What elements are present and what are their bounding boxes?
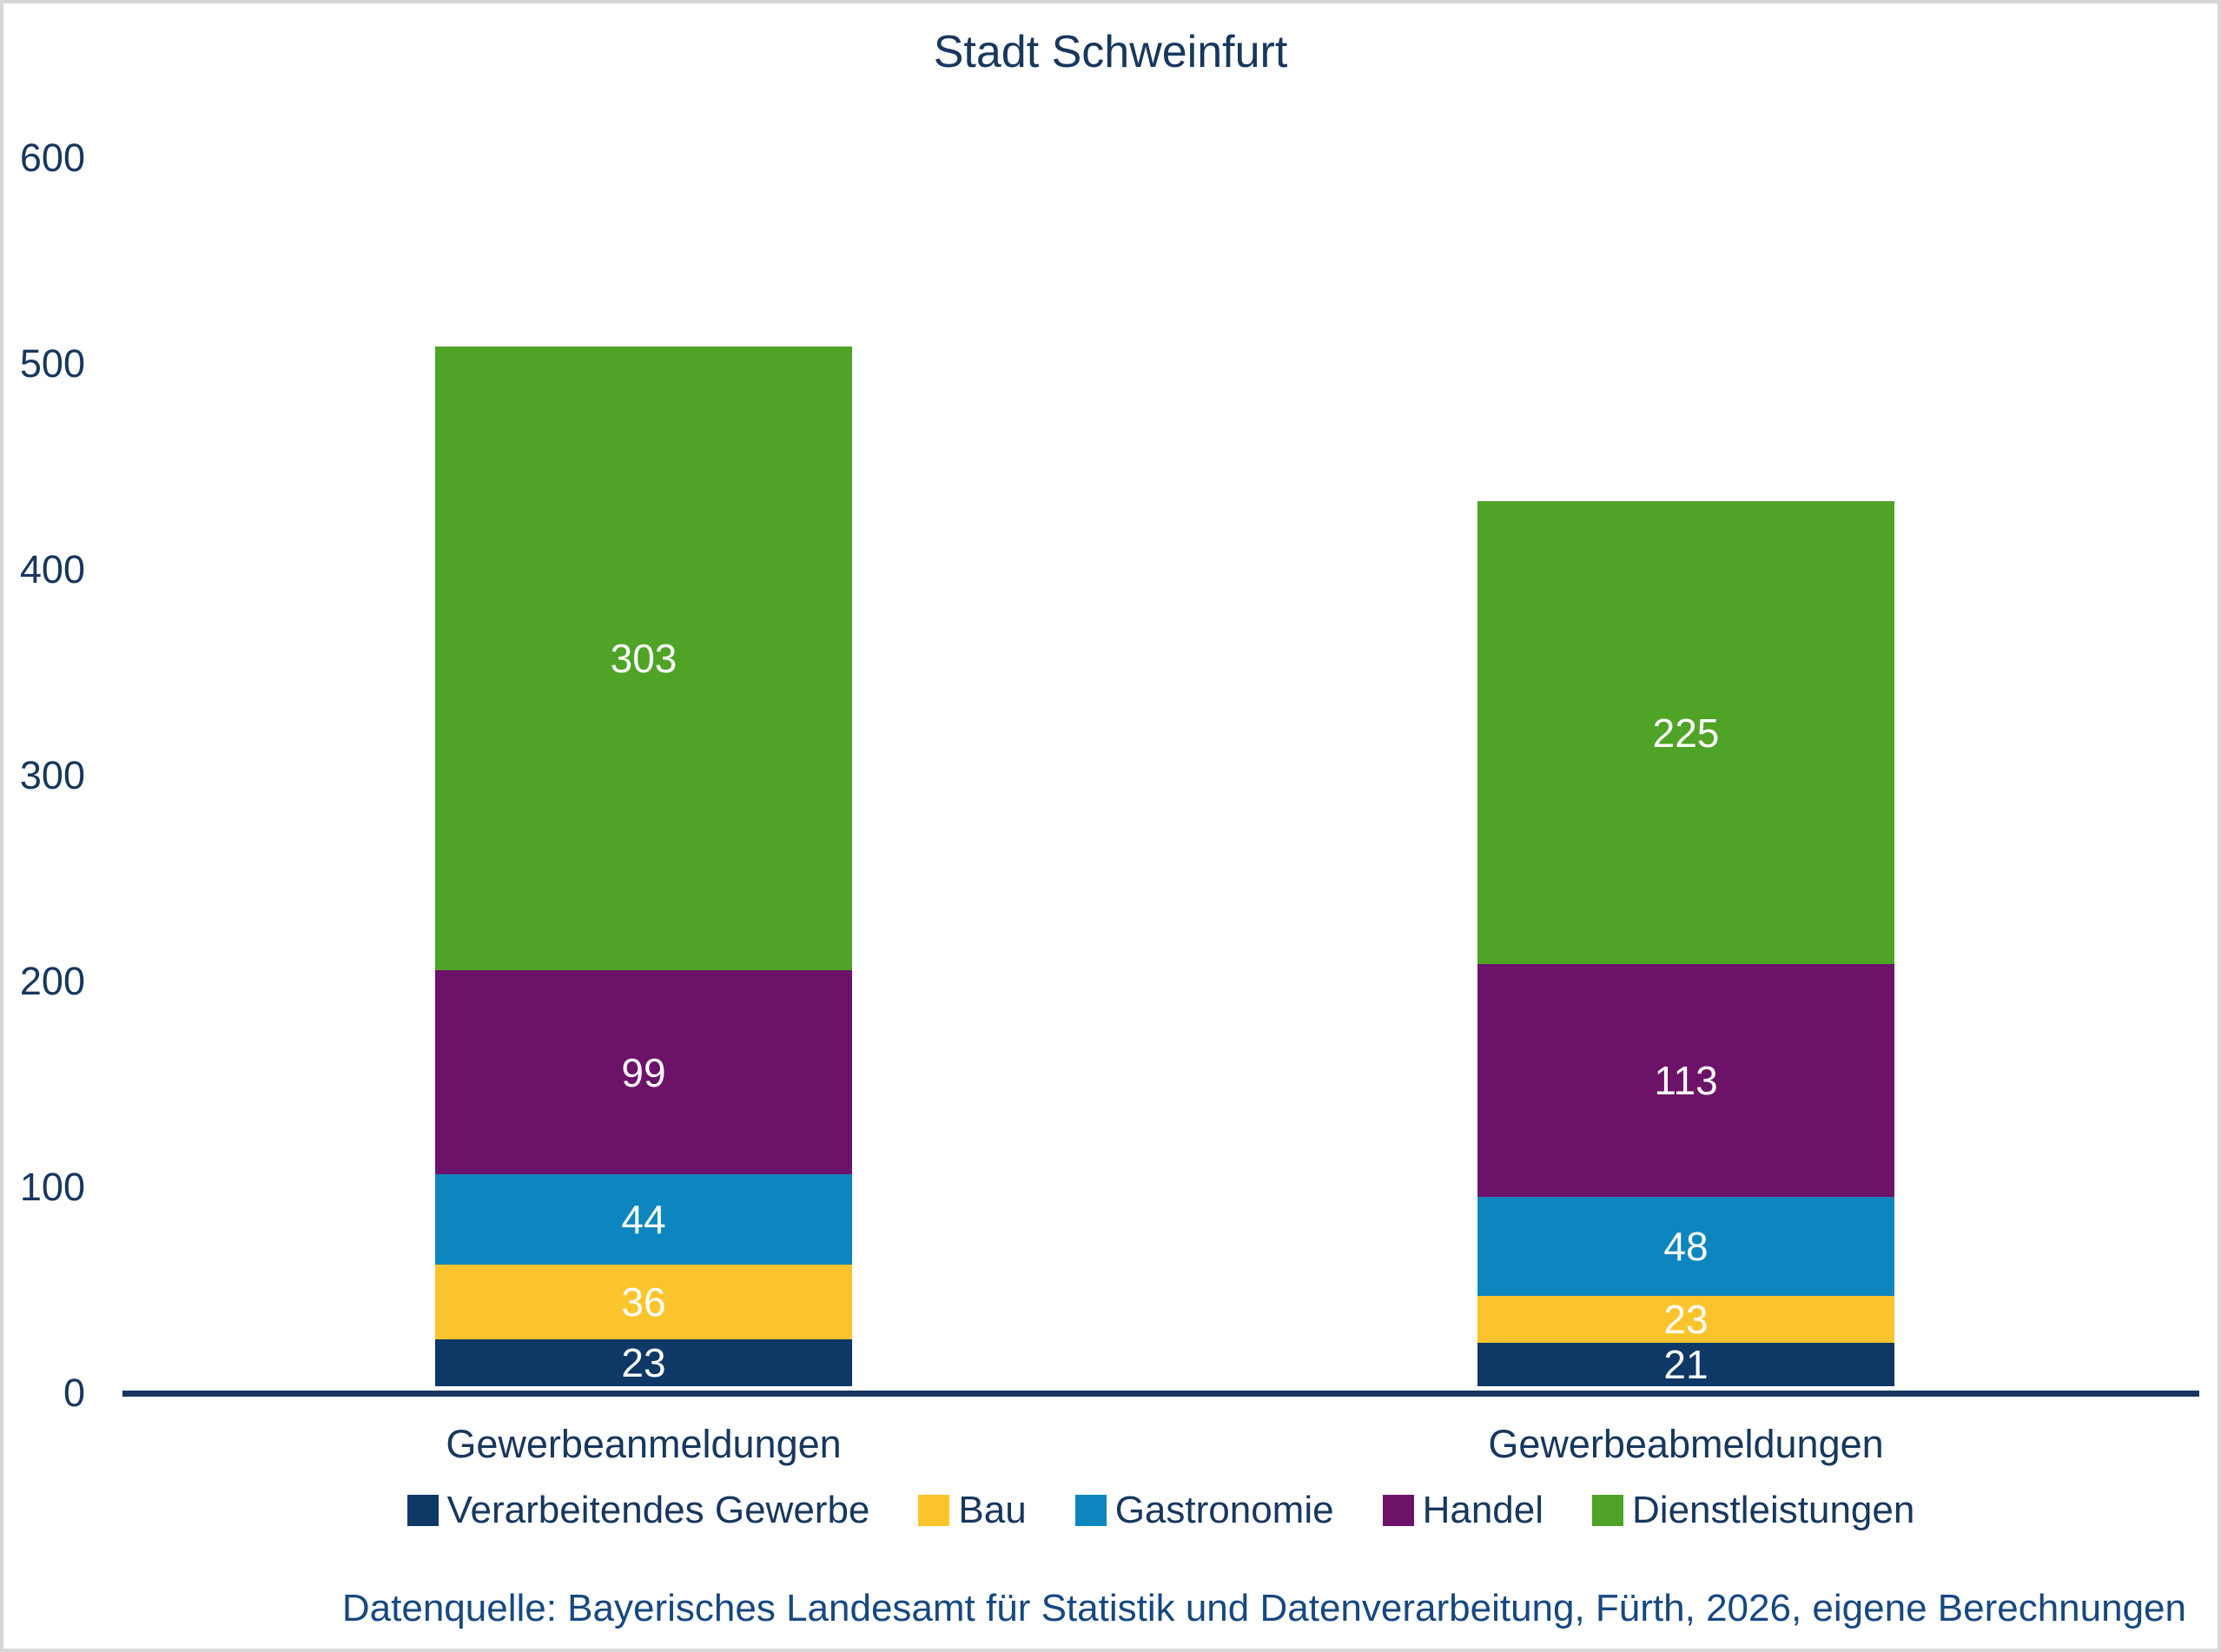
bar-segment-value-label: 99 bbox=[621, 1049, 666, 1095]
legend-swatch-icon bbox=[1592, 1495, 1624, 1526]
legend-item: Dienstleistungen bbox=[1592, 1489, 1914, 1532]
bar-segment-value-label: 113 bbox=[1654, 1058, 1718, 1104]
bar-segment: 23 bbox=[1477, 1295, 1894, 1344]
source-note: Datenquelle: Bayerisches Landesamt für S… bbox=[341, 1587, 2186, 1629]
legend-item: Gastronomie bbox=[1074, 1489, 1334, 1532]
bar-segment-value-label: 303 bbox=[610, 636, 678, 682]
y-axis-tick-label: 500 bbox=[19, 341, 85, 386]
legend-swatch-icon bbox=[1382, 1495, 1414, 1526]
x-axis-category-label: Gewerbeabmeldungen bbox=[1488, 1422, 1884, 1466]
bar-segment-value-label: 23 bbox=[1663, 1296, 1709, 1342]
bar-segment: 113 bbox=[1477, 964, 1894, 1197]
legend: Verarbeitendes Gewerbe Bau Gastronomie Hand… bbox=[122, 1489, 2199, 1532]
legend-label: Dienstleistungen bbox=[1632, 1489, 1915, 1531]
y-axis-tick-label: 300 bbox=[19, 753, 85, 797]
bar-segment: 44 bbox=[435, 1173, 852, 1265]
bar-segment: 225 bbox=[1477, 500, 1894, 965]
bar-segment-value-label: 36 bbox=[621, 1279, 666, 1325]
y-axis-tick-label: 0 bbox=[63, 1371, 85, 1415]
bar-segment: 21 bbox=[1477, 1343, 1894, 1386]
legend-swatch-icon bbox=[407, 1495, 439, 1526]
bar-segment: 36 bbox=[435, 1265, 852, 1339]
stacked-bar: 303 99 44 36 23 bbox=[435, 347, 852, 1386]
bar-segment: 99 bbox=[435, 970, 852, 1174]
bar-segment-value-label: 48 bbox=[1663, 1223, 1709, 1269]
bar-segment-value-label: 23 bbox=[621, 1339, 666, 1385]
x-axis-line bbox=[122, 1391, 2199, 1397]
bar-segment-value-label: 225 bbox=[1652, 710, 1720, 756]
bar-segment-value-label: 44 bbox=[621, 1197, 666, 1243]
legend-label: Verarbeitendes Gewerbe bbox=[446, 1489, 870, 1531]
legend-label: Handel bbox=[1422, 1489, 1544, 1531]
legend-item: Verarbeitendes Gewerbe bbox=[407, 1489, 870, 1532]
chart-title: Stadt Schweinfurt bbox=[933, 27, 1288, 77]
bar-segment: 48 bbox=[1477, 1196, 1894, 1296]
legend-label: Gastronomie bbox=[1114, 1489, 1334, 1531]
legend-item: Handel bbox=[1382, 1489, 1544, 1532]
stacked-bar: 225 113 48 23 21 bbox=[1477, 500, 1894, 1386]
y-axis-tick-label: 200 bbox=[19, 959, 85, 1003]
y-axis-tick-label: 400 bbox=[19, 547, 85, 591]
legend-label: Bau bbox=[958, 1489, 1027, 1531]
y-axis-tick-label: 600 bbox=[19, 135, 85, 180]
bar-segment: 303 bbox=[435, 347, 852, 971]
x-axis-category-label: Gewerbeanmeldungen bbox=[446, 1422, 842, 1466]
legend-item: Bau bbox=[918, 1489, 1027, 1532]
bar-segment-value-label: 21 bbox=[1663, 1342, 1709, 1388]
y-axis-tick-label: 100 bbox=[19, 1165, 85, 1209]
bar-segment: 23 bbox=[435, 1338, 852, 1386]
legend-swatch-icon bbox=[1074, 1495, 1107, 1526]
legend-swatch-icon bbox=[918, 1495, 950, 1526]
